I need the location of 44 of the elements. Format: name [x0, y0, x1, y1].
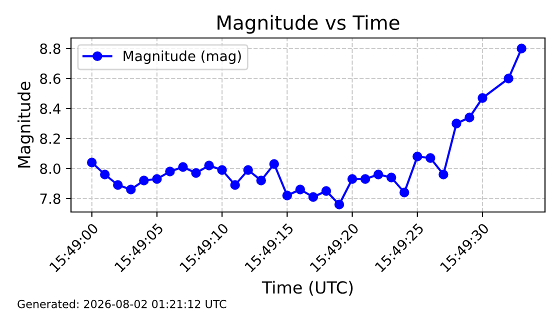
- point: [452, 118, 462, 128]
- point: [204, 160, 214, 170]
- point: [191, 168, 201, 178]
- point: [334, 200, 344, 210]
- y-tick-label: 8.6: [40, 73, 60, 84]
- point: [464, 112, 474, 122]
- point: [360, 174, 370, 184]
- point: [243, 165, 253, 175]
- point: [516, 44, 526, 54]
- y-tick-label: 8.8: [40, 43, 60, 54]
- point: [321, 186, 332, 196]
- point: [86, 158, 97, 168]
- y-axis-title: Magnitude: [18, 82, 34, 168]
- y-tick-label: 8.0: [40, 163, 60, 174]
- point: [426, 153, 436, 163]
- point: [126, 184, 136, 194]
- y-tick-label: 8.2: [40, 133, 60, 144]
- y-tick-label: 7.8: [40, 193, 60, 204]
- point: [269, 159, 280, 169]
- point: [113, 180, 123, 190]
- point: [282, 190, 292, 200]
- point: [308, 192, 318, 202]
- point: [478, 93, 488, 103]
- point: [412, 152, 422, 162]
- text: Generated: 2026-08-02 01:21:12 UTC: [18, 300, 226, 308]
- point: [373, 170, 384, 180]
- point: [504, 74, 514, 84]
- point: [347, 174, 358, 184]
- point: [139, 176, 149, 186]
- point: [295, 184, 306, 194]
- point: [165, 166, 175, 176]
- legend-label: Magnitude (mag): [124, 50, 241, 64]
- point: [217, 165, 227, 175]
- point: [438, 170, 448, 180]
- point: [386, 172, 396, 182]
- point: [256, 176, 266, 186]
- point: [230, 180, 240, 190]
- chart-title: Magnitude vs Time: [218, 14, 400, 34]
- x-axis-title: Time (UTC): [262, 280, 353, 296]
- point: [400, 188, 410, 198]
- point: [152, 174, 162, 184]
- point: [100, 170, 110, 180]
- point: [178, 162, 188, 172]
- y-tick-label: 8.4: [40, 103, 60, 114]
